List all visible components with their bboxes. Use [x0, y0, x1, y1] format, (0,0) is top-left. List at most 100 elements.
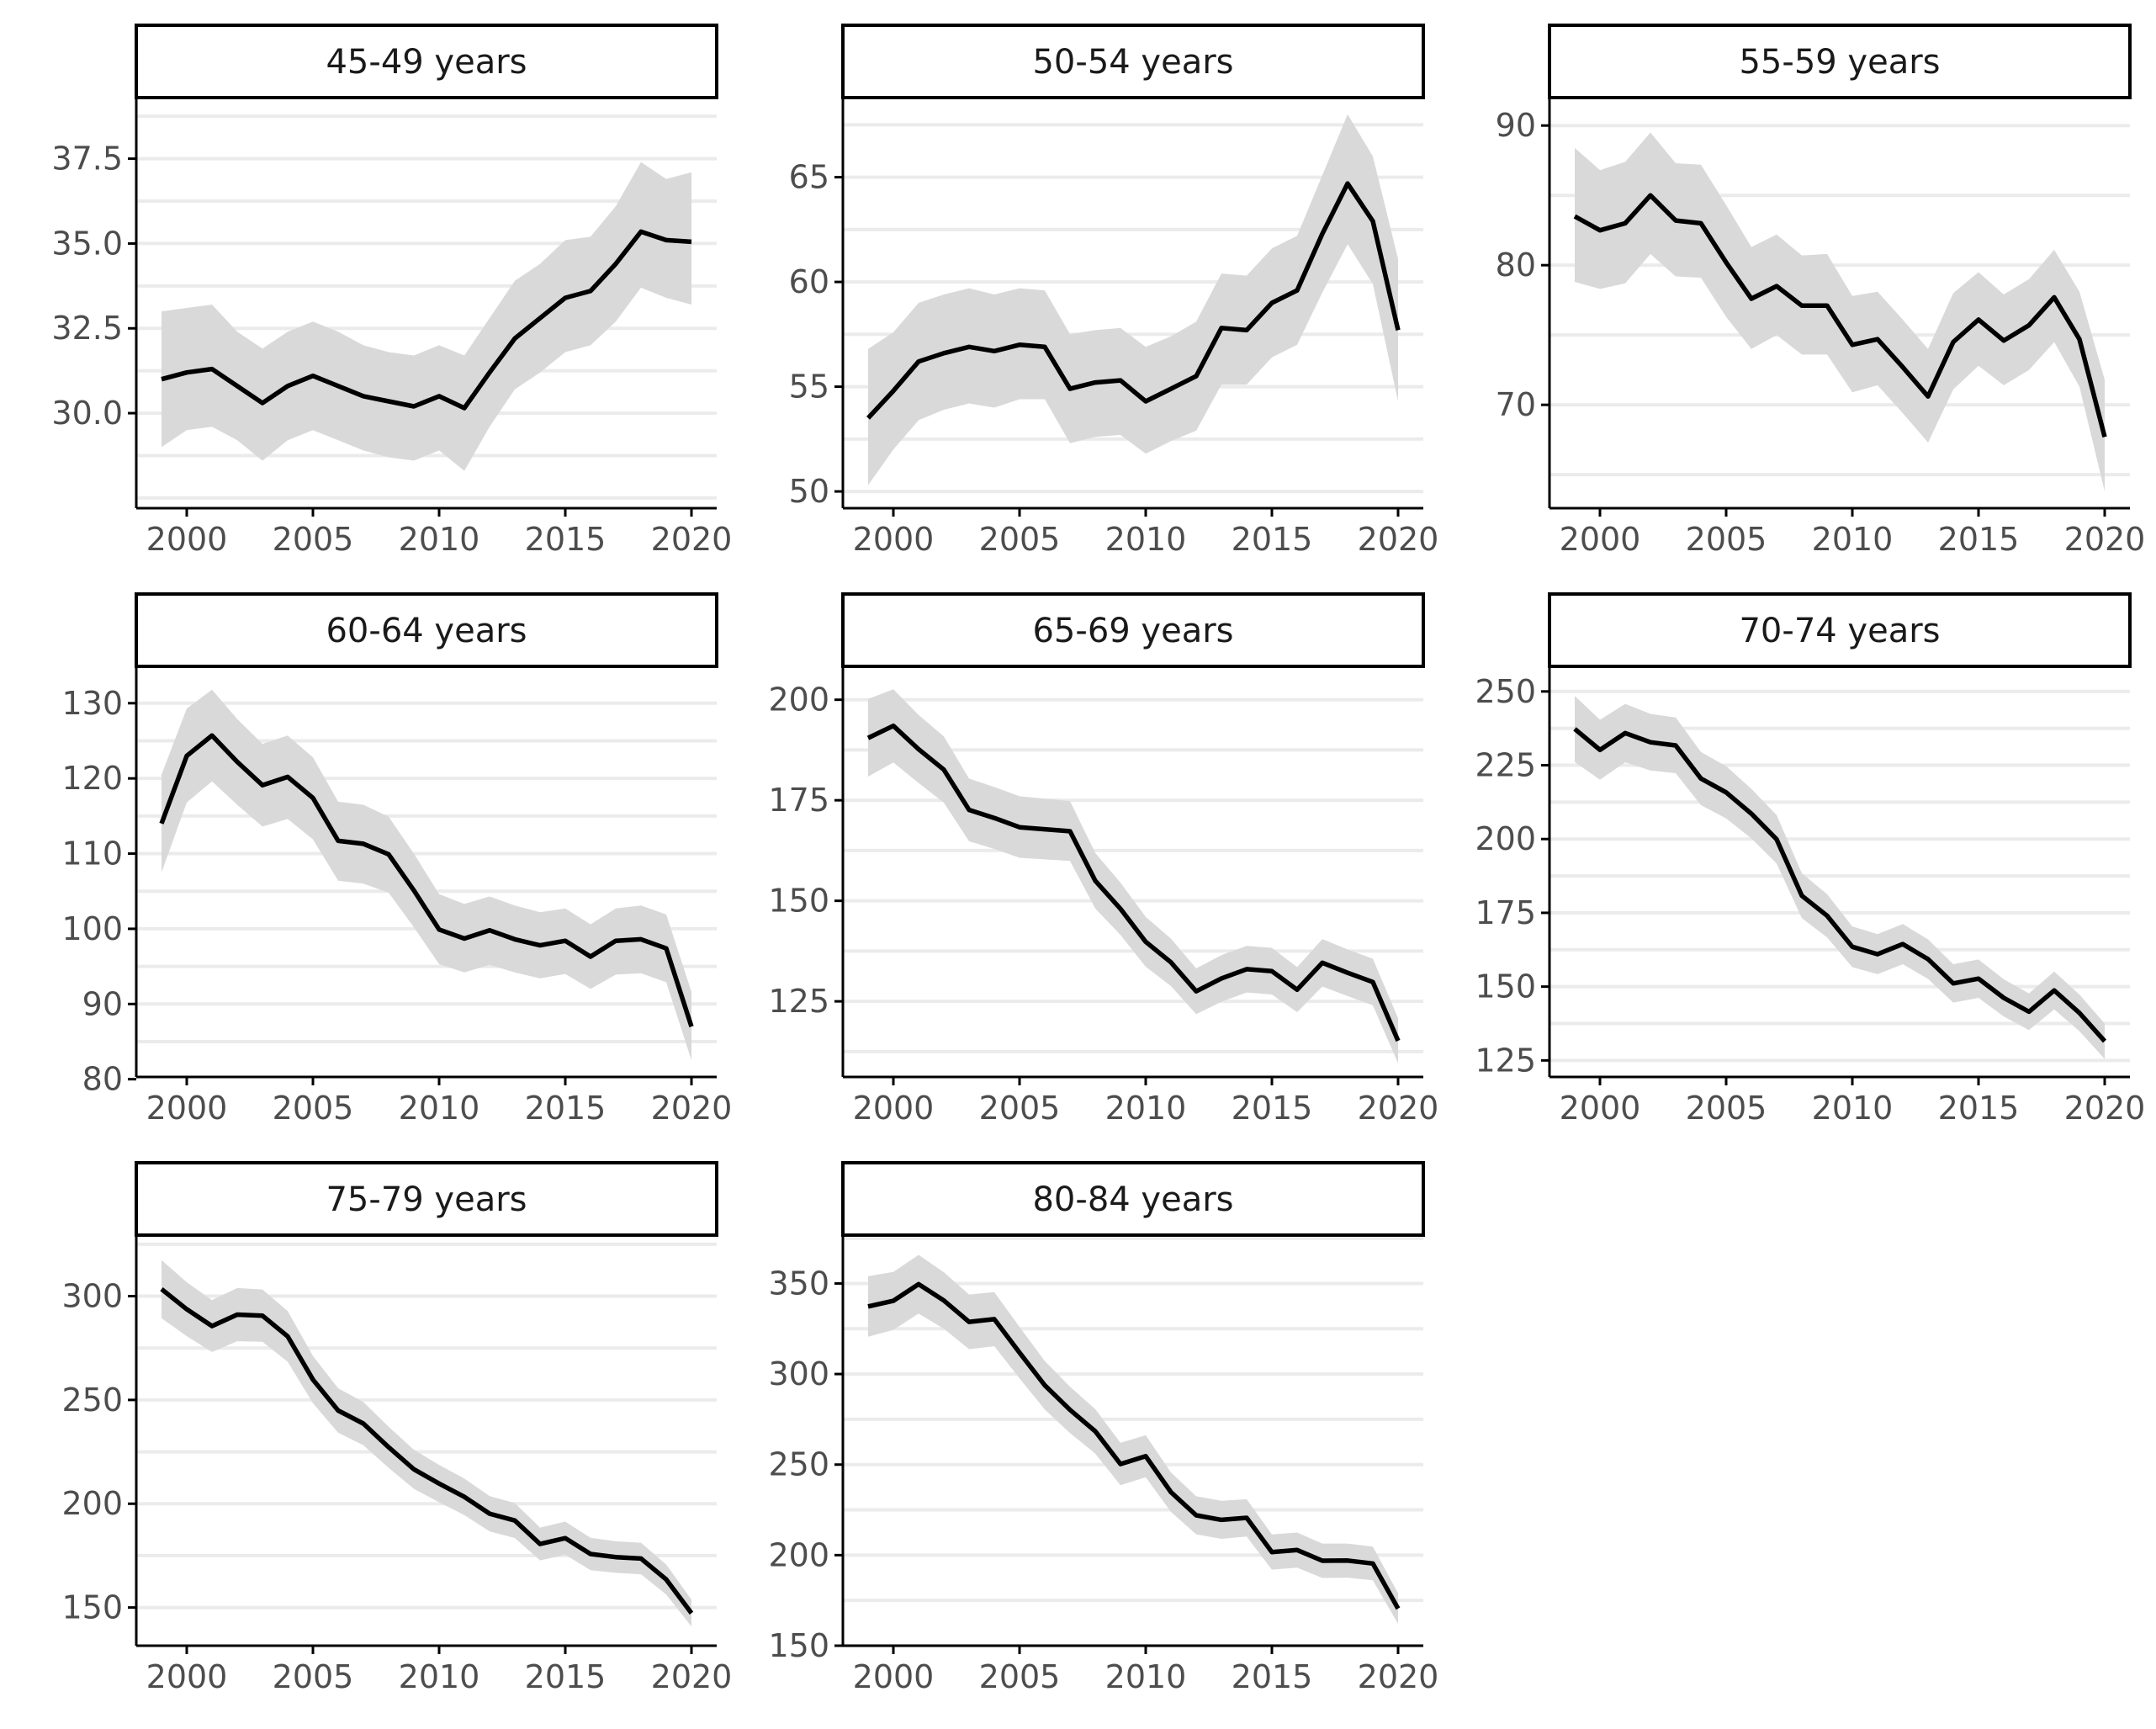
x-tick-label: 2005: [273, 1658, 354, 1695]
facet-panel: 65-69 years 125 150 175 200 2000 2005 2010 2015 2…: [768, 592, 1439, 1127]
x-tick-label: 2020: [2064, 1090, 2146, 1127]
facet-strip: [841, 592, 1425, 668]
facet-title: 55-59 years: [1739, 43, 1940, 82]
x-tick-label: 2010: [1812, 1090, 1894, 1127]
series-line: [1573, 727, 2107, 1043]
x-tick-label: 2005: [273, 521, 354, 558]
y-tick-label: 37.5: [51, 141, 123, 178]
facet-panel: 70-74 years 125 150 175 200 225 250 2000 2005 201…: [1475, 592, 2146, 1127]
y-tick-label: 65: [789, 159, 829, 196]
y-tick-label: 55: [789, 369, 829, 406]
facet-strip: [841, 24, 1425, 99]
x-tick-label: 2005: [273, 1090, 354, 1127]
y-tick-label: 32.5: [51, 310, 123, 347]
x-tick-label: 2020: [2064, 521, 2146, 558]
y-tick-label: 150: [768, 883, 829, 920]
x-tick-label: 2015: [1938, 1090, 2020, 1127]
x-tick-label: 2005: [979, 521, 1061, 558]
y-tick-label: 30.0: [51, 395, 123, 432]
x-tick-label: 2015: [525, 1658, 607, 1695]
x-tick-label: 2015: [1232, 521, 1313, 558]
y-tick-label: 175: [768, 782, 829, 819]
y-tick-label: 250: [61, 1382, 123, 1419]
x-tick-label: 2000: [853, 1658, 935, 1695]
y-tick-label: 150: [61, 1589, 123, 1626]
facet-panel: 75-79 years 150 200 250 300 2000 2005 2010 2015 2…: [61, 1161, 732, 1695]
series-line: [867, 1281, 1401, 1610]
x-tick-label: 2010: [1105, 521, 1187, 558]
series-line: [161, 229, 692, 411]
facet-panel: 55-59 years 70 80 90 2000 2005 2010 2015 2020: [1496, 24, 2146, 558]
y-tick-label: 35.0: [51, 225, 123, 262]
confidence-band: [162, 162, 691, 471]
confidence-band: [868, 114, 1398, 485]
y-tick-label: 130: [61, 685, 123, 722]
x-tick-label: 2020: [651, 521, 733, 558]
x-tick-label: 2020: [651, 1090, 733, 1127]
y-tick-label: 80: [82, 1061, 123, 1098]
facet-title: 65-69 years: [1032, 612, 1233, 650]
y-tick-label: 90: [82, 985, 123, 1022]
x-tick-label: 2020: [1358, 521, 1439, 558]
x-tick-label: 2000: [853, 521, 935, 558]
series-line: [866, 181, 1401, 420]
facet-panel: 50-54 years 50 55 60 65 2000 2005 2010 2015 2020: [789, 24, 1439, 558]
y-tick-label: 110: [61, 835, 123, 872]
x-tick-label: 2015: [1232, 1090, 1313, 1127]
facet-title: 75-79 years: [326, 1180, 527, 1219]
y-tick-label: 225: [1475, 747, 1536, 784]
y-tick-label: 200: [61, 1485, 123, 1522]
series-line: [160, 1286, 694, 1615]
y-tick-label: 100: [61, 910, 123, 947]
y-tick-label: 120: [61, 760, 123, 797]
x-tick-label: 2000: [146, 1090, 228, 1127]
x-tick-label: 2000: [1560, 521, 1641, 558]
facet-title: 70-74 years: [1739, 612, 1940, 650]
series-line: [1573, 193, 2107, 438]
y-tick-label: 70: [1496, 386, 1536, 423]
x-tick-label: 2005: [979, 1090, 1061, 1127]
y-tick-label: 300: [61, 1278, 123, 1315]
x-tick-label: 2010: [399, 1090, 480, 1127]
x-tick-label: 2015: [1938, 521, 2020, 558]
y-tick-label: 175: [1475, 894, 1536, 931]
facet-strip: [1548, 24, 2132, 99]
facet-title: 80-84 years: [1032, 1180, 1233, 1219]
x-tick-label: 2010: [1105, 1658, 1187, 1695]
x-tick-label: 2010: [1105, 1090, 1187, 1127]
x-tick-label: 2000: [853, 1090, 935, 1127]
x-tick-label: 2000: [146, 1658, 228, 1695]
y-tick-label: 300: [768, 1355, 829, 1392]
x-tick-label: 2000: [1560, 1090, 1641, 1127]
x-tick-label: 2005: [979, 1658, 1061, 1695]
confidence-band: [868, 1254, 1398, 1624]
y-tick-label: 150: [768, 1627, 829, 1664]
confidence-band: [1575, 696, 2105, 1059]
facet-strip: [1548, 592, 2132, 668]
y-tick-label: 80: [1496, 247, 1536, 284]
y-tick-label: 350: [768, 1265, 829, 1302]
x-tick-label: 2020: [1358, 1090, 1439, 1127]
facet-panel: 45-49 years 30.0 32.5 35.0 37.5 2000 2005 2010 2…: [51, 24, 733, 558]
y-tick-label: 250: [768, 1446, 829, 1483]
y-tick-label: 125: [1475, 1042, 1536, 1079]
facet-title: 50-54 years: [1032, 43, 1233, 82]
x-tick-label: 2005: [1686, 1090, 1767, 1127]
x-tick-label: 2020: [1358, 1658, 1439, 1695]
confidence-band: [868, 689, 1398, 1063]
facet-title: 45-49 years: [326, 43, 527, 82]
y-tick-label: 60: [789, 263, 829, 300]
y-tick-label: 90: [1496, 107, 1536, 144]
y-tick-label: 125: [768, 983, 829, 1020]
x-tick-label: 2015: [1232, 1658, 1313, 1695]
y-tick-label: 200: [768, 682, 829, 719]
x-tick-label: 2010: [1812, 521, 1894, 558]
facet-panel: 60-64 years 80 90 100 110 120 130 2000 2005 2010 2…: [61, 592, 733, 1127]
facet-title: 60-64 years: [326, 612, 527, 650]
confidence-band: [1575, 132, 2105, 492]
facet-panel: 80-84 years 150 200 250 300 350 2000 2005 2010 20…: [768, 1161, 1439, 1695]
x-tick-label: 2015: [525, 521, 607, 558]
facet-strip: [135, 24, 718, 99]
y-tick-label: 50: [789, 473, 829, 510]
series-line: [866, 723, 1401, 1042]
